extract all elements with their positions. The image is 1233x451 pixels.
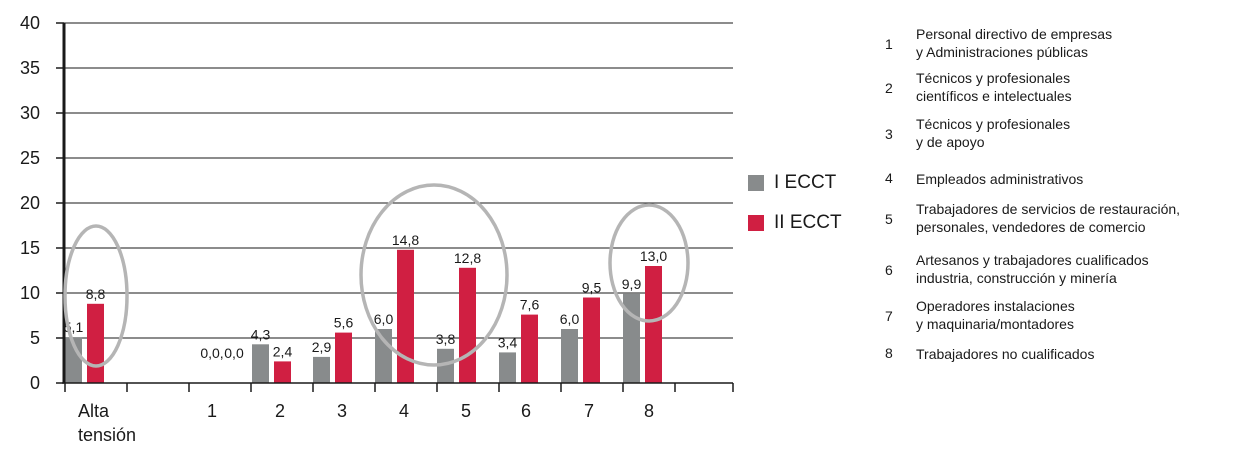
y-tick-label: 35 [20,58,40,78]
y-tick-label: 25 [20,148,40,168]
occupation-text-line: Artesanos y trabajadores cualificados [916,252,1149,268]
data-label: 6,0 [374,311,394,327]
bar-ii-ecct [645,266,662,383]
occupation-text: Técnicos y profesionales y de apoyo [916,115,1070,151]
bar-ii-ecct [335,332,352,383]
occupation-text-line: Empleados administrativos [916,171,1084,187]
y-tick-label: 0 [30,373,40,393]
x-category-label: 7 [584,401,594,421]
highlight-ellipse [63,224,129,368]
x-category-label: 6 [521,401,531,421]
x-category-label: 5 [461,401,471,421]
data-label: 4,3 [251,326,271,342]
x-category-label: 8 [644,401,654,421]
x-category-label: 2 [275,401,285,421]
bar-ii-ecct [87,303,104,383]
y-tick-label: 10 [20,283,40,303]
data-label: 0,0 [224,345,244,361]
data-label: 6,0 [560,311,580,327]
data-label: 13,0 [640,248,667,264]
y-tick-label: 5 [30,328,40,348]
occupation-number: 7 [885,308,893,324]
bar-ii-ecct [583,297,600,383]
gridlines [64,22,733,339]
occupation-number: 3 [885,126,893,142]
legend-label-ii-ecct: II ECCT [774,212,842,233]
bar-ii-ecct [459,267,476,383]
occupation-number: 8 [885,345,893,361]
data-label: 3,4 [498,334,518,350]
occupation-text-line: Técnicos y profesionales [916,116,1071,132]
data-labels: 5,10,0,4,32,96,03,8 3,46,09,98,80,0 2,45,6… [64,232,668,361]
highlight-ellipse [359,183,509,367]
bar-i-ecct [437,348,454,383]
data-label: 5,6 [334,315,354,331]
bar-i-ecct [252,344,269,383]
y-axis-ticks: 0 5 10 15 20 25 30 35 40 [20,13,40,393]
occupation-text-line: Técnicos y profesionales [916,70,1071,86]
occupation-text: Técnicos y profesionales científicos e in… [916,69,1072,105]
occupation-text-line: Trabajadores no cualificados [916,346,1095,362]
occupation-text-line: y maquinaria/montadores [916,316,1074,332]
bar-ii-ecct [397,249,414,383]
highlight-ellipses [63,183,690,368]
occupation-text: Empleados administrativos [916,170,1083,188]
occupation-text-line: científicos e intelectuales [916,88,1072,104]
data-label: 12,8 [454,250,481,266]
occupation-text-line: y Administraciones públicas [916,44,1088,60]
occupation-text-line: personales, vendedores de comercio [916,219,1146,235]
bar-ii-ecct [521,314,538,383]
legend-item-i-ecct: I ECCT [748,170,842,196]
occupation-number: 1 [885,36,893,52]
occupation-text: Artesanos y trabajadores cualificados ind… [916,251,1149,287]
axes [56,22,734,392]
occupation-number: 4 [885,170,893,186]
occupation-text-line: Operadores instalaciones [916,298,1075,314]
data-label: 0,0, [200,345,223,361]
y-tick-label: 40 [20,13,40,33]
y-tick-label: 30 [20,103,40,123]
data-label: 2,4 [273,343,293,359]
bar-i-ecct [313,356,330,383]
data-label: 3,8 [436,331,456,347]
bar-i-ecct [561,329,578,383]
x-category-label: 3 [337,401,347,421]
data-label: 7,6 [520,297,540,313]
data-label: 9,5 [582,280,602,296]
bar-i-ecct [65,337,82,383]
y-tick-label: 15 [20,238,40,258]
bar-i-ecct [375,329,392,383]
occupation-text: Trabajadores de servicios de restauració… [916,200,1180,236]
data-label: 8,8 [86,286,106,302]
x-category-label: Alta tensión [78,401,136,445]
occupation-text-line: y de apoyo [916,134,985,150]
bar-ii-ecct [274,361,291,383]
series-legend: I ECCT II ECCT [748,170,842,250]
legend-swatch-ii-ecct [748,215,764,231]
legend-item-ii-ecct: II ECCT [748,210,842,236]
occupation-text: Operadores instalaciones y maquinaria/mon… [916,297,1075,333]
occupation-text-line: industria, construcción y minería [916,270,1117,286]
y-tick-label: 20 [20,193,40,213]
highlight-ellipse [608,203,690,323]
data-label: 2,9 [312,339,332,355]
occupation-text-line: Personal directivo de empresas [916,26,1113,42]
occupation-text-line: Trabajadores de servicios de restauració… [916,201,1181,217]
occupation-legend: 1 Personal directivo de empresas y Adminis… [885,0,1233,451]
data-label: 14,8 [392,232,419,248]
occupation-text: Personal directivo de empresas y Administ… [916,25,1112,61]
bar-i-ecct [499,352,516,383]
occupation-number: 2 [885,80,893,96]
occupation-text: Trabajadores no cualificados [916,345,1094,363]
x-category-label: 4 [399,401,409,421]
x-axis-categories: Alta tensión 1 2 3 4 5 6 7 8 [78,401,654,445]
occupation-number: 5 [885,211,893,227]
legend-swatch-i-ecct [748,175,764,191]
legend-label-i-ecct: I ECCT [774,172,837,193]
data-label: 9,9 [622,276,642,292]
x-category-label: 1 [207,401,217,421]
occupation-number: 6 [885,262,893,278]
